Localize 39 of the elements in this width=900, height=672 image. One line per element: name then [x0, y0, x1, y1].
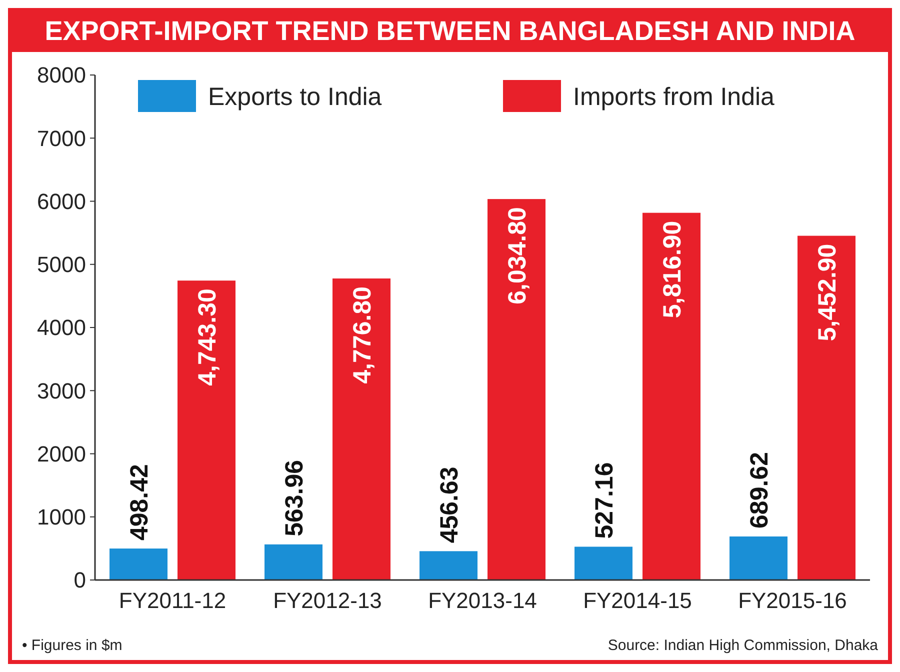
y-tick-label: 1000	[37, 504, 86, 530]
x-tick-label: FY2011-12	[118, 588, 226, 613]
bar	[420, 551, 478, 580]
bar	[178, 280, 236, 580]
data-label: 6,034.80	[504, 207, 532, 304]
y-tick-label: 4000	[37, 315, 86, 340]
data-label: 689.62	[746, 452, 774, 528]
bar	[798, 236, 856, 580]
x-tick-label: FY2012-13	[273, 588, 382, 613]
data-label: 4,776.80	[348, 286, 376, 384]
data-label: 5,816.90	[658, 220, 686, 318]
y-tick-label: 6000	[37, 188, 86, 214]
legend-label: Exports to India	[208, 82, 382, 111]
bar	[642, 212, 700, 580]
y-tick-label: 5000	[37, 252, 86, 278]
data-label: 563.96	[280, 460, 308, 536]
y-tick-label: 8000	[37, 62, 86, 88]
bar	[730, 536, 788, 580]
data-label: 498.42	[126, 464, 154, 541]
source-note: Source: Indian High Commission, Dhaka	[608, 637, 879, 654]
bar	[488, 199, 546, 580]
x-tick-label: FY2013-14	[428, 588, 537, 613]
bar	[574, 546, 632, 580]
x-tick-label: FY2014-15	[583, 588, 692, 613]
y-tick-label: 7000	[37, 126, 86, 151]
data-label: 4,743.30	[194, 288, 222, 386]
y-tick-label: 0	[74, 568, 86, 593]
data-label: 527.16	[590, 462, 618, 539]
text: • Figures in $m	[22, 637, 122, 654]
y-tick-label: 3000	[37, 378, 86, 404]
data-label: 5,452.90	[814, 244, 842, 342]
legend-label: Imports from India	[573, 82, 775, 111]
data-label: 456.63	[436, 466, 464, 544]
chart-title: EXPORT-IMPORT TREND BETWEEN BANGLADESH AND INDIA	[44, 16, 856, 46]
bar	[110, 548, 168, 580]
y-tick-label: 2000	[37, 441, 86, 466]
bar	[332, 278, 390, 580]
x-tick-label: FY2015-16	[738, 588, 847, 613]
bar	[264, 544, 322, 580]
